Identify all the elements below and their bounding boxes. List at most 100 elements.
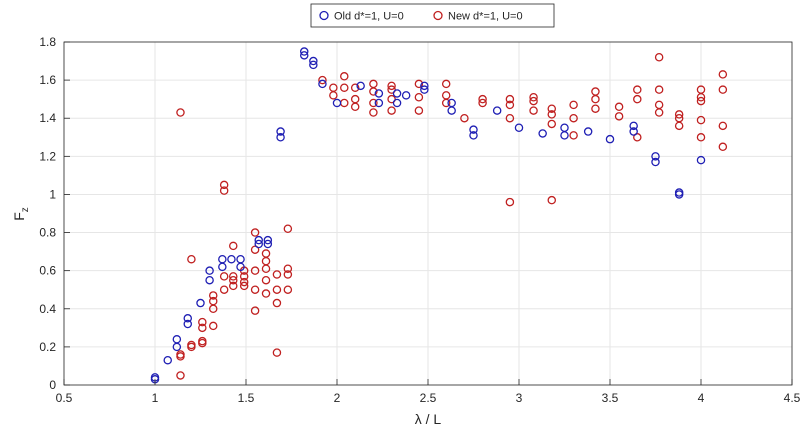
legend-marker-old	[319, 10, 329, 21]
data-point	[250, 306, 260, 315]
data-point	[469, 131, 478, 140]
data-point	[605, 134, 615, 144]
data-point	[350, 94, 360, 104]
data-point	[718, 142, 728, 152]
data-point	[392, 98, 402, 108]
data-point	[614, 112, 624, 121]
data-point	[420, 85, 429, 94]
data-point	[183, 314, 193, 323]
data-point	[469, 125, 478, 134]
data-point	[633, 94, 642, 104]
data-point	[369, 79, 378, 89]
data-point	[261, 249, 271, 258]
data-point	[208, 296, 218, 306]
data-point	[560, 123, 569, 133]
data-point	[696, 133, 706, 142]
data-point	[547, 110, 557, 119]
y-tick-label: 0.6	[39, 264, 56, 278]
data-point	[718, 85, 728, 94]
data-point	[276, 127, 285, 136]
data-point	[651, 152, 660, 161]
y-axis-ticks: 0 0.2 0.4 0.6 0.8 1 1.2 1.4 1.6 1.8	[39, 35, 70, 392]
x-tick-label: 4.5	[784, 391, 801, 405]
data-point	[183, 319, 193, 329]
y-tick-label: 1.4	[39, 111, 56, 125]
data-point	[529, 96, 538, 106]
data-point	[654, 85, 664, 94]
data-point	[187, 340, 196, 350]
data-point	[219, 186, 229, 195]
data-point	[696, 115, 706, 125]
data-point	[239, 281, 249, 291]
data-point	[414, 106, 424, 115]
data-point	[340, 83, 349, 92]
data-point	[283, 264, 293, 274]
data-point	[633, 85, 642, 94]
x-axis-ticks: 0.5 1 1.5 2 2.5 3 3.5 4 4.5	[56, 379, 801, 405]
data-point	[387, 106, 396, 115]
data-point	[569, 131, 578, 140]
data-point	[198, 336, 207, 346]
data-point	[614, 102, 624, 112]
data-point	[441, 91, 451, 100]
data-point	[218, 254, 227, 264]
data-point	[505, 100, 515, 110]
data-point	[696, 85, 706, 94]
data-point	[654, 52, 664, 62]
data-point	[283, 224, 293, 233]
data-point	[176, 371, 185, 380]
data-point	[696, 155, 706, 165]
data-point	[272, 285, 282, 294]
data-point	[547, 119, 557, 129]
data-point	[529, 106, 538, 115]
y-tick-label: 0.8	[39, 226, 56, 240]
data-point	[272, 298, 282, 308]
data-point	[283, 270, 293, 279]
data-point	[205, 266, 214, 275]
data-point	[299, 47, 309, 56]
data-point	[198, 317, 207, 327]
data-point	[478, 98, 487, 108]
data-point	[263, 239, 273, 249]
data-point	[236, 254, 245, 264]
data-point	[229, 241, 238, 251]
data-point	[208, 291, 218, 300]
data-point	[350, 83, 360, 92]
series-new	[176, 52, 728, 380]
data-point	[629, 127, 638, 136]
legend-label-old: Old d*=1, U=0	[334, 11, 404, 23]
data-point	[272, 270, 282, 279]
data-point	[505, 197, 515, 207]
data-point	[227, 254, 236, 264]
data-point	[332, 98, 342, 108]
data-point	[674, 110, 684, 119]
data-point	[276, 133, 285, 142]
legend-box	[310, 3, 555, 28]
data-point	[250, 285, 260, 294]
x-tick-label: 2	[334, 391, 341, 405]
x-tick-label: 2.5	[420, 391, 437, 405]
data-point	[272, 348, 282, 357]
data-point	[392, 89, 402, 98]
data-point	[196, 298, 205, 308]
data-point	[369, 98, 378, 108]
data-point	[283, 285, 293, 294]
data-point	[547, 195, 557, 205]
data-point	[460, 113, 469, 123]
data-point	[401, 91, 411, 100]
data-point	[205, 275, 214, 285]
data-point	[318, 79, 327, 89]
series-old	[150, 47, 706, 384]
data-point	[340, 72, 349, 81]
data-point	[219, 180, 229, 190]
data-point	[505, 113, 515, 123]
legend-label-new: New d*=1, U=0	[448, 11, 523, 23]
data-point	[447, 98, 456, 108]
data-point	[250, 228, 260, 237]
data-point	[538, 129, 547, 138]
x-tick-label: 1.5	[238, 391, 255, 405]
y-tick-label: 0.4	[39, 302, 56, 316]
data-point	[229, 272, 238, 281]
data-point	[591, 104, 600, 113]
